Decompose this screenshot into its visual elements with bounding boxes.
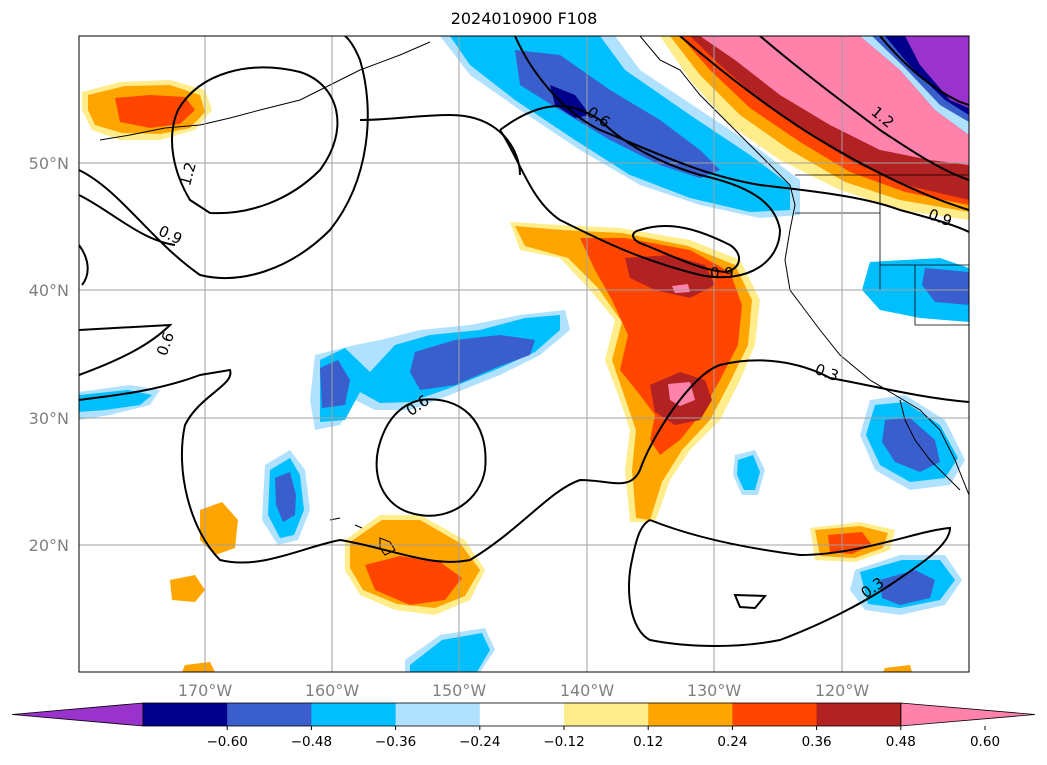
colorbar-tick-label: −0.12 <box>543 734 584 750</box>
lat-tick-label: 30°N <box>29 409 69 428</box>
colorbar-segment <box>564 703 649 726</box>
contour-0-6-main <box>79 359 969 564</box>
colorbar-segment <box>227 703 312 726</box>
lon-tick-label: 150°W <box>432 681 487 700</box>
gridlines <box>79 36 969 672</box>
contour-0-9-west-2 <box>79 194 176 246</box>
lat-tick-label: 40°N <box>29 281 69 300</box>
contour-0-9-northeast <box>679 36 969 211</box>
colorbar-tick-label: 0.48 <box>886 734 916 750</box>
lon-tick-label: 140°W <box>560 681 615 700</box>
colorbar-segment <box>816 703 902 726</box>
colorbar-tick-label: −0.48 <box>291 734 332 750</box>
contour-0-9-inner <box>632 224 740 274</box>
colorbar-segment <box>395 703 481 726</box>
positive-plume-central-60-north <box>672 284 690 293</box>
lon-tick-label: 160°W <box>305 681 360 700</box>
contour-1-2-west <box>171 66 339 215</box>
lat-tick-label: 50°N <box>29 154 69 173</box>
colorbar-segment <box>479 703 565 726</box>
lat-tick-label: 20°N <box>29 536 69 555</box>
negative-blob-baja-36 <box>882 418 940 472</box>
colorbar-tick-label: 0.12 <box>633 734 663 750</box>
positive-plume-central-60 <box>668 382 695 406</box>
negative-anomaly-corner-ne-60 <box>905 36 969 108</box>
colorbar-extend-min <box>11 702 144 727</box>
colorbar-segment <box>311 703 397 726</box>
colorbar-tick-label: −0.36 <box>375 734 416 750</box>
colorbar-tick-label: −0.60 <box>207 734 248 750</box>
negative-anomaly-band-north-core <box>515 50 720 178</box>
contour-label: 0.9 <box>710 264 734 282</box>
lon-tick-label: 120°W <box>815 681 870 700</box>
positive-blob-small-2 <box>170 575 205 602</box>
contour-label: 1.2 <box>176 160 200 188</box>
colorbar-tick-label: 0.24 <box>717 734 747 750</box>
contour-0-6-loop <box>375 398 487 517</box>
positive-blob-small-1 <box>200 502 238 555</box>
contour-1-2-northeast-loop <box>879 36 969 106</box>
colorbar-frame <box>142 702 902 727</box>
negative-blob-east-small-24 <box>737 455 760 490</box>
contour-1-2-northeast <box>759 36 969 181</box>
negative-band-central-36 <box>320 335 535 408</box>
contour-0-3-south <box>628 519 952 647</box>
coastline-baja <box>899 399 961 491</box>
map-title: 2024010900 F108 <box>450 9 598 28</box>
positive-anomaly-band-northeast-60 <box>700 36 969 165</box>
coastline-alaska <box>99 41 431 141</box>
contour-northwest-edge <box>79 244 89 286</box>
positive-blob-small-4 <box>883 665 912 672</box>
negative-blob-southeast-36 <box>880 570 935 605</box>
positive-blob-small-3 <box>182 662 215 672</box>
lat-ticks: 50°N 40°N 30°N 20°N <box>29 154 69 555</box>
contour-0-9-central <box>499 105 782 279</box>
colorbar: −0.60 −0.48 −0.36 −0.24 −0.12 0.12 0.24 0.36 0.4… <box>11 702 1036 750</box>
colorbar-segment <box>143 703 228 726</box>
negative-blob-south-24 <box>410 633 490 672</box>
contour-0-9-west <box>79 36 369 279</box>
lon-ticks: 170°W 160°W 150°W 140°W 130°W 120°W <box>178 681 870 700</box>
colorbar-tick-label: −0.24 <box>459 734 500 750</box>
negative-blob-west-36 <box>275 472 296 522</box>
contour-0-6-north <box>514 36 969 233</box>
colorbar-segment <box>648 703 733 726</box>
negative-blob-west-edge-24 <box>79 390 152 412</box>
map-frame <box>78 35 970 673</box>
positive-blob-hawaii-36 <box>365 556 462 605</box>
colorbar-tick-label: 0.60 <box>970 734 1000 750</box>
lon-tick-label: 130°W <box>687 681 742 700</box>
contour-0-9-central-big <box>359 113 521 176</box>
negative-blob-great-basin-36 <box>922 268 969 305</box>
lon-tick-label: 170°W <box>178 681 233 700</box>
colorbar-tick-label: 0.36 <box>802 734 832 750</box>
contour-small-loop <box>733 593 768 610</box>
contour-0-6-west <box>79 323 173 376</box>
colorbar-segment <box>732 703 818 726</box>
coastline-north-america <box>639 36 969 496</box>
contour-lines <box>79 36 969 647</box>
colorbar-extend-max <box>900 702 1036 727</box>
positive-plume-central-48 <box>625 255 715 298</box>
